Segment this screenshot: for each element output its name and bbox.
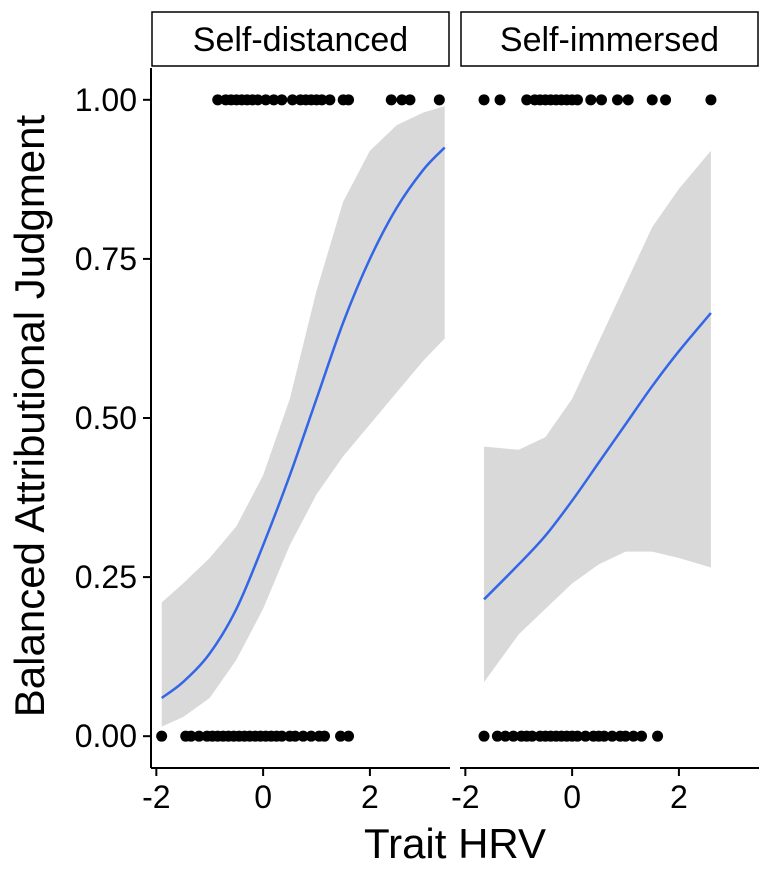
data-point	[705, 94, 717, 106]
data-point	[252, 94, 264, 106]
y-axis-title: Balanced Attributional Judgment	[6, 114, 53, 717]
x-tick-label: 2	[361, 779, 379, 815]
x-tick-label: 0	[563, 779, 581, 815]
data-point	[335, 730, 347, 742]
data-point	[598, 730, 610, 742]
x-tick-label: 0	[254, 779, 272, 815]
data-point	[499, 730, 511, 742]
data-point	[316, 94, 328, 106]
data-point	[579, 730, 591, 742]
data-point	[595, 94, 607, 106]
y-tick-label: 0.75	[75, 241, 137, 277]
confidence-ribbon-2	[484, 150, 711, 683]
y-tick-label: 0.25	[75, 559, 137, 595]
data-point	[156, 730, 168, 742]
x-tick-label: -2	[451, 779, 479, 815]
data-point	[193, 730, 205, 742]
data-point	[636, 730, 648, 742]
data-point	[276, 94, 288, 106]
data-point	[268, 94, 280, 106]
data-point	[260, 94, 272, 106]
data-point	[276, 730, 288, 742]
y-tick-label: 0.50	[75, 400, 137, 436]
data-point	[305, 730, 317, 742]
x-tick-label: -2	[142, 779, 170, 815]
data-point	[286, 94, 298, 106]
data-point	[622, 94, 634, 106]
data-point	[343, 94, 355, 106]
data-point	[319, 730, 331, 742]
data-point	[343, 730, 355, 742]
data-point	[491, 730, 503, 742]
data-point	[478, 730, 490, 742]
data-point	[324, 94, 336, 106]
x-axis-title: Trait HRV	[364, 820, 546, 867]
fit-lines	[160, 146, 712, 700]
tick-labels: -2 0 2 -2 0 2 0.00 0.25 0.50 0.75 1.00	[75, 82, 688, 815]
data-point	[660, 94, 672, 106]
data-point	[385, 94, 397, 106]
facet-strips: Self-distanced Self-immersed	[151, 11, 759, 67]
data-point	[585, 94, 597, 106]
data-point	[289, 730, 301, 742]
data-point	[652, 730, 664, 742]
facet-strip-2	[460, 11, 759, 67]
data-point	[396, 94, 408, 106]
facet-label: Self-distanced	[193, 21, 408, 59]
y-tick-label: 1.00	[75, 82, 137, 118]
data-point	[571, 730, 583, 742]
data-point	[521, 94, 533, 106]
data-point	[478, 94, 490, 106]
y-tick-label: 0.00	[75, 718, 137, 754]
data-point	[606, 730, 618, 742]
fit-line-1	[160, 146, 446, 700]
data-point	[628, 730, 640, 742]
data-point	[185, 730, 197, 742]
data-point	[433, 94, 445, 106]
data-point	[404, 94, 416, 106]
data-point	[620, 730, 632, 742]
data-point	[494, 94, 506, 106]
fit-line-2	[483, 312, 712, 601]
data-point	[526, 730, 538, 742]
confidence-ribbons	[161, 106, 711, 727]
axes	[143, 68, 759, 776]
x-tick-label: 2	[670, 779, 688, 815]
data-point	[571, 94, 583, 106]
facet-strip-1	[151, 11, 450, 67]
data-point	[612, 94, 624, 106]
confidence-ribbon-1	[161, 106, 445, 727]
data-point	[297, 730, 309, 742]
data-point	[646, 94, 658, 106]
facet-label: Self-immersed	[500, 21, 719, 59]
data-point	[212, 94, 224, 106]
data-point	[507, 730, 519, 742]
data-points	[156, 94, 717, 742]
